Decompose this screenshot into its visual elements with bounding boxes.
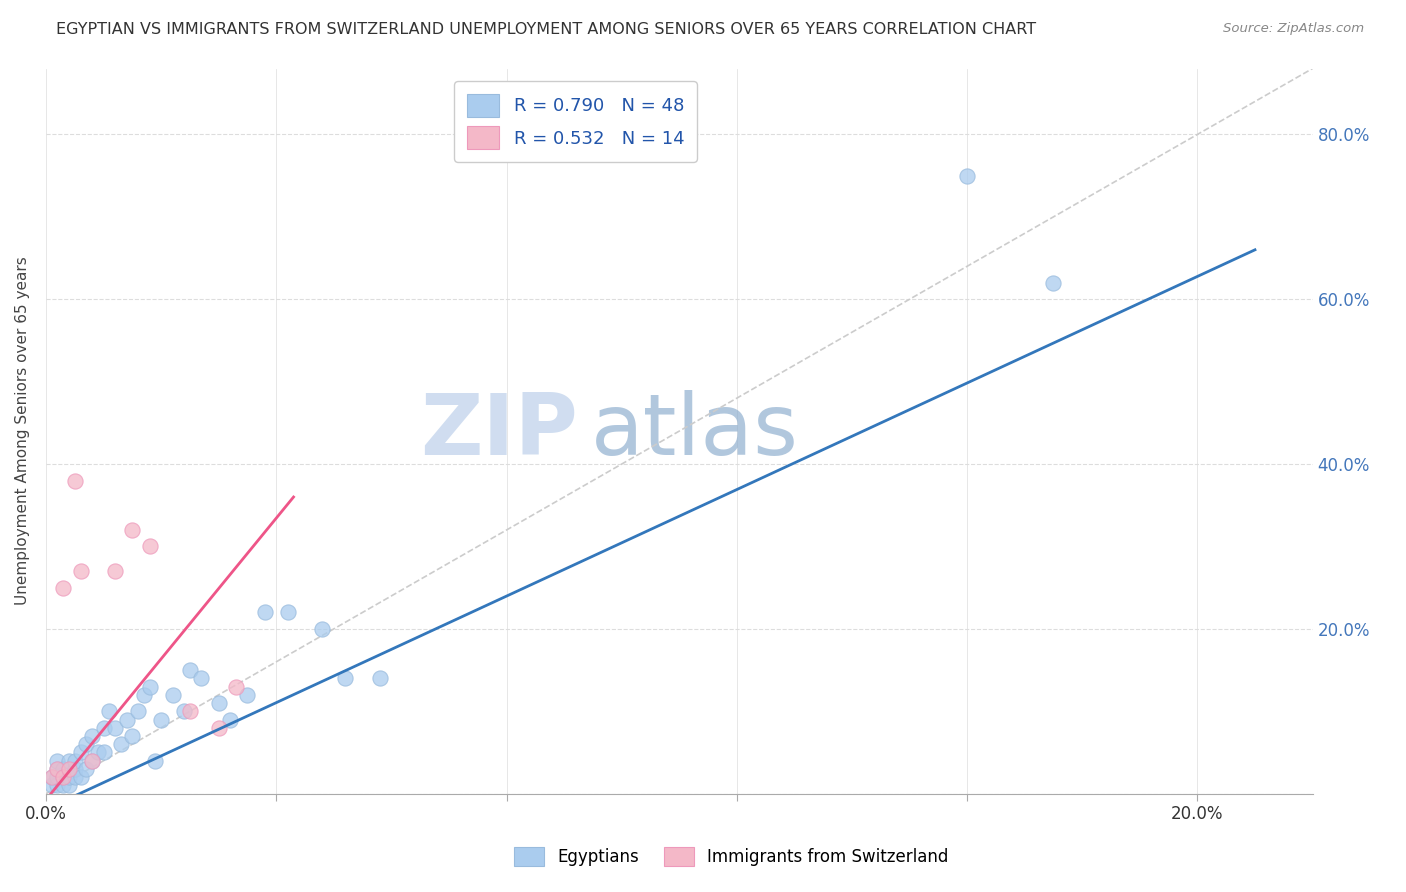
Point [41, 779, 63, 793]
Point [98, 704, 121, 718]
Legend: R = 0.790   N = 48, R = 0.532   N = 14: R = 0.790 N = 48, R = 0.532 N = 14 [454, 81, 697, 161]
Point [132, 688, 155, 702]
Point [75, 737, 97, 751]
Point [80, 729, 103, 743]
Point [46, 770, 69, 784]
Point [121, 523, 143, 537]
Point [58, 762, 80, 776]
Point [173, 704, 195, 718]
Point [138, 540, 160, 554]
Point [41, 770, 63, 784]
Point [368, 671, 391, 685]
Point [52, 779, 75, 793]
Point [69, 746, 91, 760]
Text: Source: ZipAtlas.com: Source: ZipAtlas.com [1223, 22, 1364, 36]
Point [52, 581, 75, 595]
Point [115, 713, 138, 727]
Point [87, 746, 110, 760]
Point [63, 770, 86, 784]
Point [127, 704, 149, 718]
Point [208, 721, 231, 735]
Point [208, 696, 231, 710]
Text: atlas: atlas [591, 390, 799, 473]
Point [104, 564, 127, 578]
Point [121, 729, 143, 743]
Point [236, 688, 259, 702]
Point [150, 713, 173, 727]
Y-axis label: Unemployment Among Seniors over 65 years: Unemployment Among Seniors over 65 years [15, 257, 30, 606]
Point [956, 169, 979, 183]
Point [190, 671, 212, 685]
Point [143, 754, 166, 768]
Point [277, 606, 299, 620]
Text: EGYPTIAN VS IMMIGRANTS FROM SWITZERLAND UNEMPLOYMENT AMONG SENIORS OVER 65 YEARS: EGYPTIAN VS IMMIGRANTS FROM SWITZERLAND … [56, 22, 1036, 37]
Point [93, 746, 115, 760]
Point [110, 737, 132, 751]
Point [179, 704, 201, 718]
Point [52, 762, 75, 776]
Point [63, 474, 86, 488]
Point [52, 770, 75, 784]
Point [219, 713, 242, 727]
Point [58, 770, 80, 784]
Point [46, 779, 69, 793]
Point [46, 754, 69, 768]
Point [335, 671, 357, 685]
Legend: Egyptians, Immigrants from Switzerland: Egyptians, Immigrants from Switzerland [505, 838, 957, 875]
Point [46, 762, 69, 776]
Point [63, 754, 86, 768]
Point [69, 770, 91, 784]
Point [63, 762, 86, 776]
Point [179, 663, 201, 677]
Point [46, 762, 69, 776]
Point [58, 779, 80, 793]
Point [253, 606, 276, 620]
Point [138, 680, 160, 694]
Point [69, 564, 91, 578]
Point [162, 688, 184, 702]
Point [80, 754, 103, 768]
Point [75, 762, 97, 776]
Point [104, 721, 127, 735]
Point [93, 721, 115, 735]
Point [225, 680, 247, 694]
Point [52, 770, 75, 784]
Point [311, 622, 333, 636]
Text: ZIP: ZIP [420, 390, 578, 473]
Point [58, 754, 80, 768]
Point [41, 770, 63, 784]
Point [1042, 276, 1064, 290]
Point [80, 754, 103, 768]
